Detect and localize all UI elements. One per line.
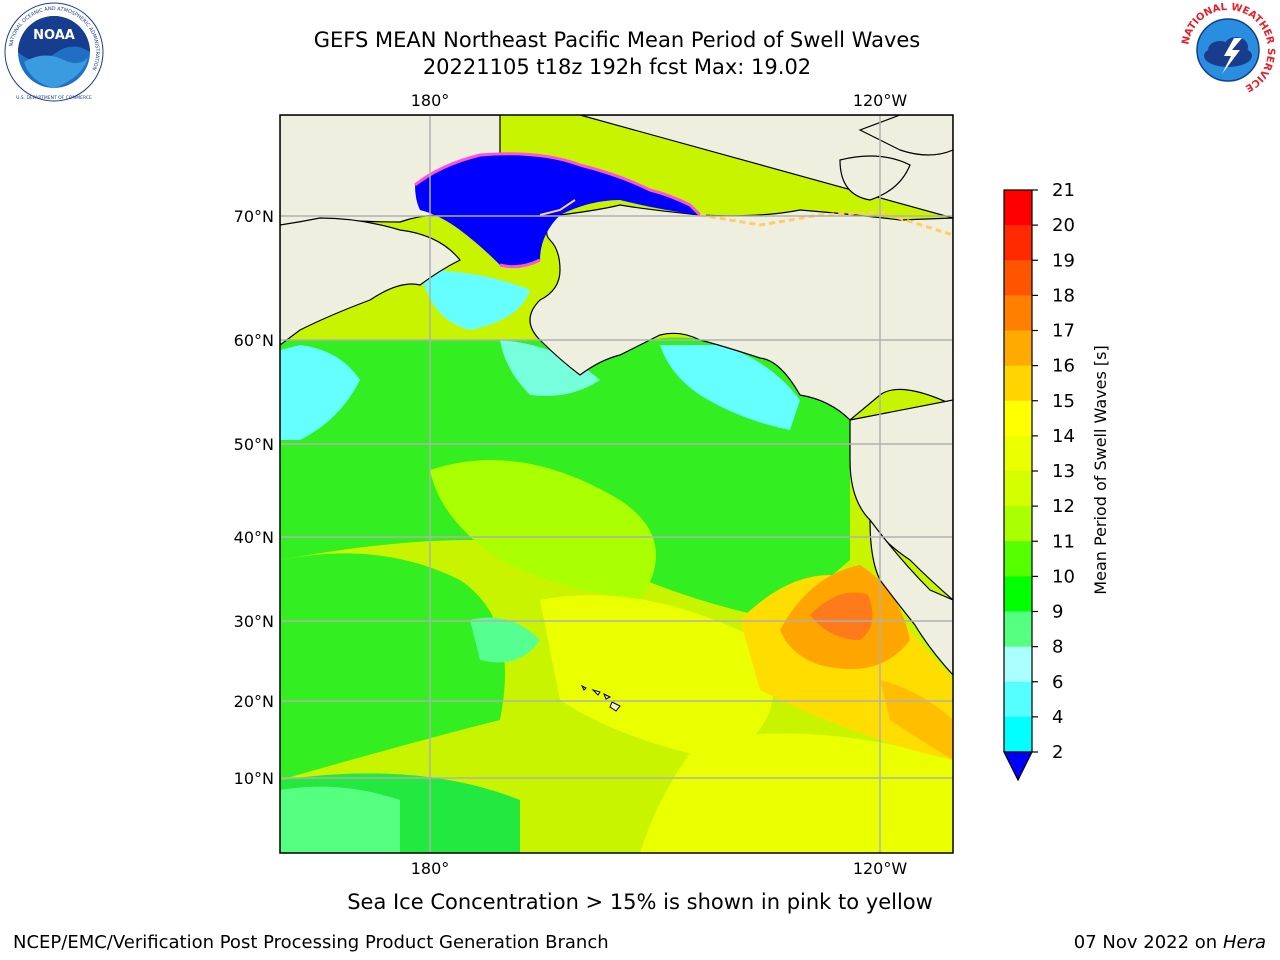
colorbar-segment bbox=[1004, 330, 1032, 367]
lon-label-bottom-120w: 120°W bbox=[853, 859, 908, 878]
colorbar-segment bbox=[1004, 541, 1032, 577]
colorbar-tick-label: 17 bbox=[1052, 321, 1075, 342]
colorbar-tick-label: 16 bbox=[1052, 356, 1075, 377]
map-title-line2: 20221105 t18z 192h fcst Max: 19.02 bbox=[422, 55, 812, 79]
lat-label-50n: 50°N bbox=[234, 435, 274, 454]
cyan-west bbox=[280, 345, 360, 440]
colorbar-tick-label: 11 bbox=[1052, 531, 1075, 552]
lat-label-40n: 40°N bbox=[234, 528, 274, 547]
colorbar-segment bbox=[1004, 646, 1032, 683]
colorbar-segment bbox=[1004, 190, 1032, 226]
colorbar-label: Mean Period of Swell Waves [s] bbox=[1091, 345, 1110, 594]
colorbar-segment bbox=[1004, 506, 1032, 542]
colorbar-tick-label: 6 bbox=[1052, 672, 1063, 693]
colorbar-tick-label: 12 bbox=[1052, 496, 1075, 517]
colorbar-segment bbox=[1004, 295, 1032, 331]
colorbar-tick-label: 4 bbox=[1052, 707, 1063, 728]
colorbar-segment bbox=[1004, 225, 1032, 261]
colorbar-segment bbox=[1004, 400, 1032, 437]
land bbox=[280, 115, 953, 712]
yellow-patch-southeast bbox=[640, 733, 953, 853]
footer-date-text: 07 Nov 2022 on bbox=[1073, 932, 1218, 953]
colorbar-tick-label: 19 bbox=[1052, 250, 1075, 271]
nws-logo: NATIONAL WEATHER SERVICE bbox=[1180, 2, 1276, 98]
colorbar-tick-label: 21 bbox=[1052, 180, 1075, 201]
svg-text:NOAA: NOAA bbox=[33, 28, 75, 43]
colorbar-tick-label: 9 bbox=[1052, 602, 1063, 623]
colorbar-segment bbox=[1004, 576, 1032, 612]
yellow-patch-central bbox=[540, 595, 774, 760]
sea-ice-edge bbox=[414, 152, 702, 217]
colorbar-tick-label: 13 bbox=[1052, 461, 1075, 482]
footer-credit: NCEP/EMC/Verification Post Processing Pr… bbox=[13, 932, 609, 953]
cyan-bering bbox=[500, 340, 600, 396]
colorbar-tick-label: 10 bbox=[1052, 566, 1075, 587]
colorbar-tick-label: 2 bbox=[1052, 742, 1063, 763]
colorbar: 21 20 19 18 17 16 15 14 13 12 11 10 9 8 6 4 2 bbox=[1003, 180, 1075, 782]
swell-period-field bbox=[280, 115, 953, 853]
colorbar-segment bbox=[1004, 435, 1032, 472]
orange-core bbox=[810, 592, 873, 640]
green-band-west bbox=[280, 553, 505, 780]
svg-text:U.S. DEPARTMENT OF COMMERCE: U.S. DEPARTMENT OF COMMERCE bbox=[16, 95, 92, 101]
colorbar-segment bbox=[1004, 260, 1032, 296]
colorbar-segment bbox=[1004, 471, 1032, 507]
colorbar-tick-label: 18 bbox=[1052, 285, 1075, 306]
lon-label-top-120w: 120°W bbox=[853, 91, 908, 110]
colorbar-extend-arrow bbox=[1003, 751, 1033, 782]
lon-label-bottom-180: 180° bbox=[411, 859, 450, 878]
graticule bbox=[280, 115, 953, 853]
colorbar-tick-label: 8 bbox=[1052, 637, 1063, 658]
noaa-logo: NOAA NATIONAL OCEANIC AND ATMOSPHERIC AD… bbox=[4, 2, 104, 102]
colorbar-segment bbox=[1004, 365, 1032, 402]
lat-label-70n: 70°N bbox=[234, 207, 274, 226]
colorbar-tick-label: 15 bbox=[1052, 391, 1075, 412]
cyan-gulf-alaska bbox=[660, 345, 800, 430]
colorbar-tick-label: 14 bbox=[1052, 426, 1075, 447]
colorbar-segment bbox=[1004, 716, 1032, 753]
map-title-line1: GEFS MEAN Northeast Pacific Mean Period … bbox=[313, 28, 921, 52]
footer-date: 07 Nov 2022 on Hera bbox=[1074, 932, 1266, 953]
lat-label-10n: 10°N bbox=[234, 769, 274, 788]
colorbar-segment bbox=[1004, 611, 1032, 648]
footer-machine: Hera bbox=[1222, 932, 1266, 953]
sea-ice-fringe bbox=[699, 210, 953, 237]
colorbar-segment bbox=[1004, 681, 1032, 718]
map-frame bbox=[279, 114, 954, 854]
lat-label-60n: 60°N bbox=[234, 331, 274, 350]
lat-label-20n: 20°N bbox=[234, 692, 274, 711]
cyan-bering-north bbox=[420, 270, 530, 330]
lon-label-top-180: 180° bbox=[411, 91, 450, 110]
light-green-patch bbox=[470, 617, 540, 663]
orange-patch-south bbox=[880, 680, 953, 760]
colorbar-tick-label: 20 bbox=[1052, 215, 1075, 236]
yellowgreen-patch-central bbox=[430, 460, 656, 600]
light-green-southwest bbox=[280, 786, 400, 853]
lat-label-30n: 30°N bbox=[234, 612, 274, 631]
sea-ice-note: Sea Ice Concentration > 15% is shown in … bbox=[347, 890, 933, 914]
